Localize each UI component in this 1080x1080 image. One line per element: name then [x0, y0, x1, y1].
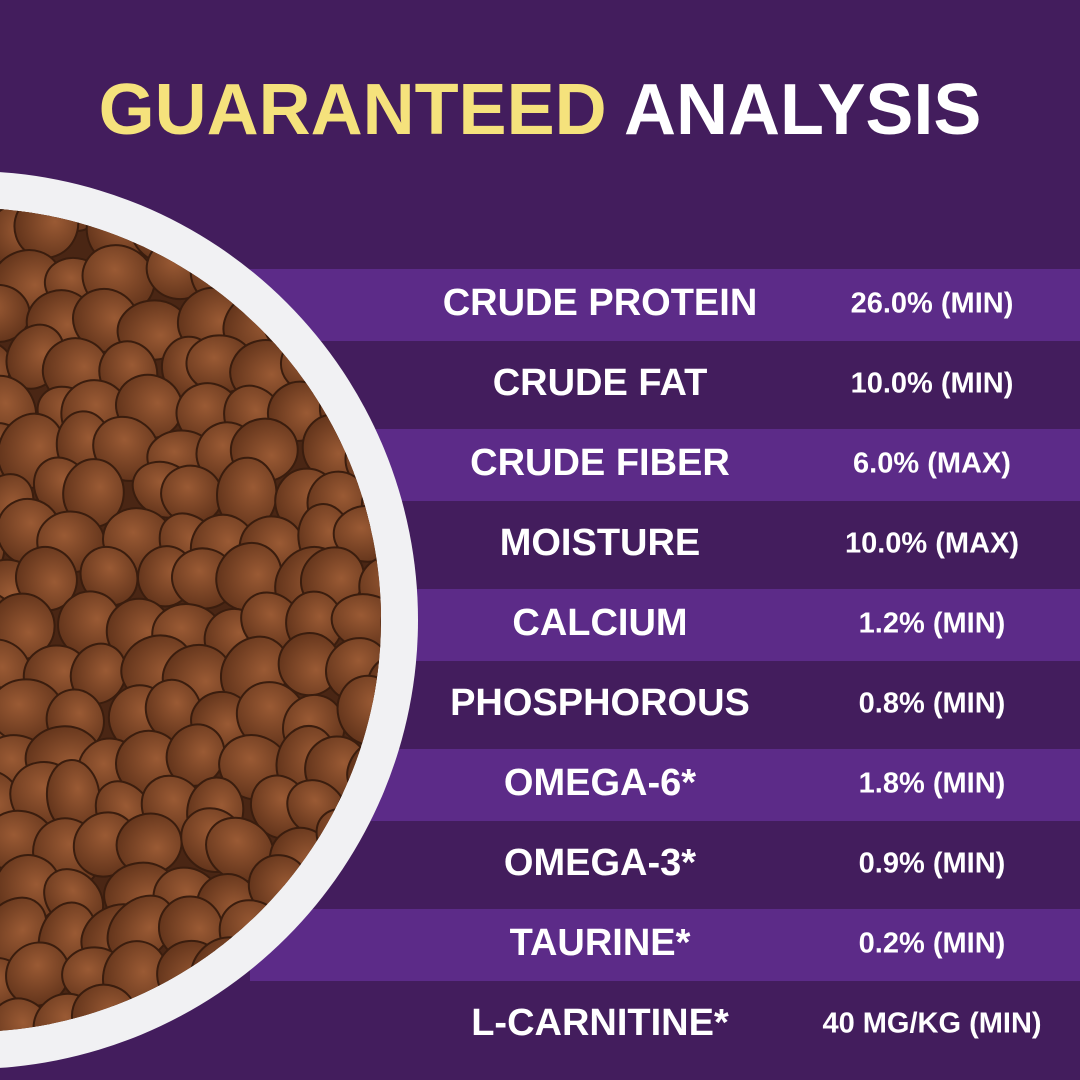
nutrient-value: 40 MG/KG (MIN) — [822, 1008, 1041, 1040]
title-rest: ANALYSIS — [624, 70, 981, 150]
title-highlight: GUARANTEED — [99, 70, 607, 150]
nutrient-name: CRUDE FAT — [493, 362, 708, 404]
nutrient-value: 6.0% (MAX) — [853, 448, 1011, 480]
nutrient-name: OMEGA-6* — [504, 762, 696, 804]
nutrient-name: TAURINE* — [510, 922, 691, 964]
nutrient-value: 0.9% (MIN) — [859, 848, 1006, 880]
nutrient-name: CRUDE PROTEIN — [443, 282, 758, 324]
nutrient-name: CALCIUM — [512, 602, 687, 644]
row-stripe — [250, 269, 1080, 341]
nutrient-name: PHOSPHOROUS — [450, 682, 750, 724]
nutrient-name: OMEGA-3* — [504, 842, 696, 884]
nutrient-name: L-CARNITINE* — [471, 1002, 729, 1044]
nutrient-value: 10.0% (MIN) — [851, 368, 1014, 400]
row-stripe — [250, 909, 1080, 981]
nutrient-value: 1.8% (MIN) — [859, 768, 1006, 800]
table: CRUDE PROTEIN 26.0% (MIN) CRUDE FAT 10.0% (… — [443, 282, 1042, 1044]
nutrient-name: MOISTURE — [500, 522, 701, 564]
nutrient-value: 0.8% (MIN) — [859, 688, 1006, 720]
nutrient-name: CRUDE FIBER — [470, 442, 730, 484]
stripes — [250, 269, 1080, 981]
nutrient-value: 10.0% (MAX) — [845, 528, 1019, 560]
nutrient-value: 1.2% (MIN) — [859, 608, 1006, 640]
nutrient-value: 0.2% (MIN) — [859, 928, 1006, 960]
nutrient-value: 26.0% (MIN) — [851, 288, 1014, 320]
title: GUARANTEED ANALYSIS — [99, 70, 982, 150]
